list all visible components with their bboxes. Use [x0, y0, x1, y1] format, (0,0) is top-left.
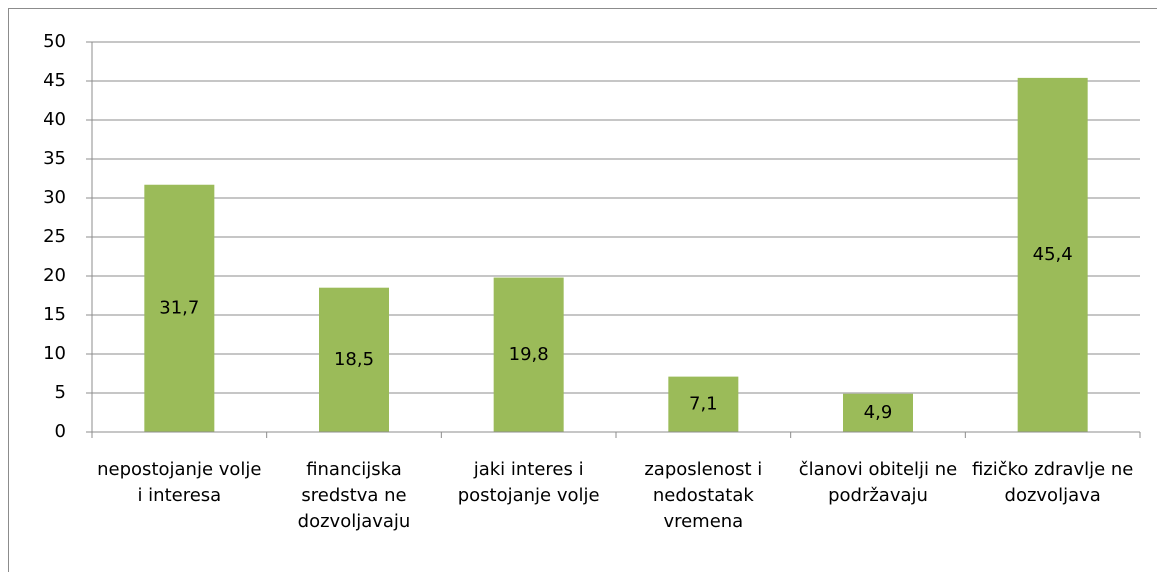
y-tick-label: 0: [55, 421, 66, 442]
value-label: 31,7: [159, 297, 199, 318]
chart-frame: [8, 8, 1157, 572]
bar: [319, 287, 389, 432]
y-tick-label: 25: [43, 226, 66, 247]
value-label: 18,5: [334, 349, 374, 370]
y-tick-label: 10: [43, 343, 66, 364]
bar: [668, 376, 739, 432]
x-tick-label: zaposlenost i nedostatak vremena: [644, 459, 763, 532]
value-label: 45,4: [1033, 244, 1073, 265]
y-tick-label: 30: [43, 187, 66, 208]
x-tick-label: financijska sredstva ne dozvoljavaju: [297, 459, 411, 532]
bar: [144, 184, 215, 432]
y-tick-label: 40: [43, 109, 66, 130]
x-tick-label: članovi obitelji ne podržavaju: [798, 459, 958, 506]
x-tick-label: nepostojanje volje i interesa: [97, 459, 262, 506]
y-tick-label: 50: [43, 31, 66, 52]
value-label: 7,1: [689, 393, 718, 414]
value-label: 19,8: [509, 344, 549, 365]
y-tick-label: 35: [43, 148, 66, 169]
y-tick-label: 15: [43, 304, 66, 325]
y-tick-label: 45: [43, 70, 66, 91]
x-tick-label: jaki interes i postojanje volje: [457, 459, 600, 506]
bar: [843, 393, 913, 432]
y-tick-label: 20: [43, 265, 66, 286]
bar: [493, 277, 564, 432]
bar: [1017, 77, 1088, 432]
value-label: 4,9: [864, 402, 893, 423]
y-tick-label: 5: [55, 382, 66, 403]
x-tick-label: fizičko zdravlje ne dozvoljava: [971, 459, 1134, 506]
